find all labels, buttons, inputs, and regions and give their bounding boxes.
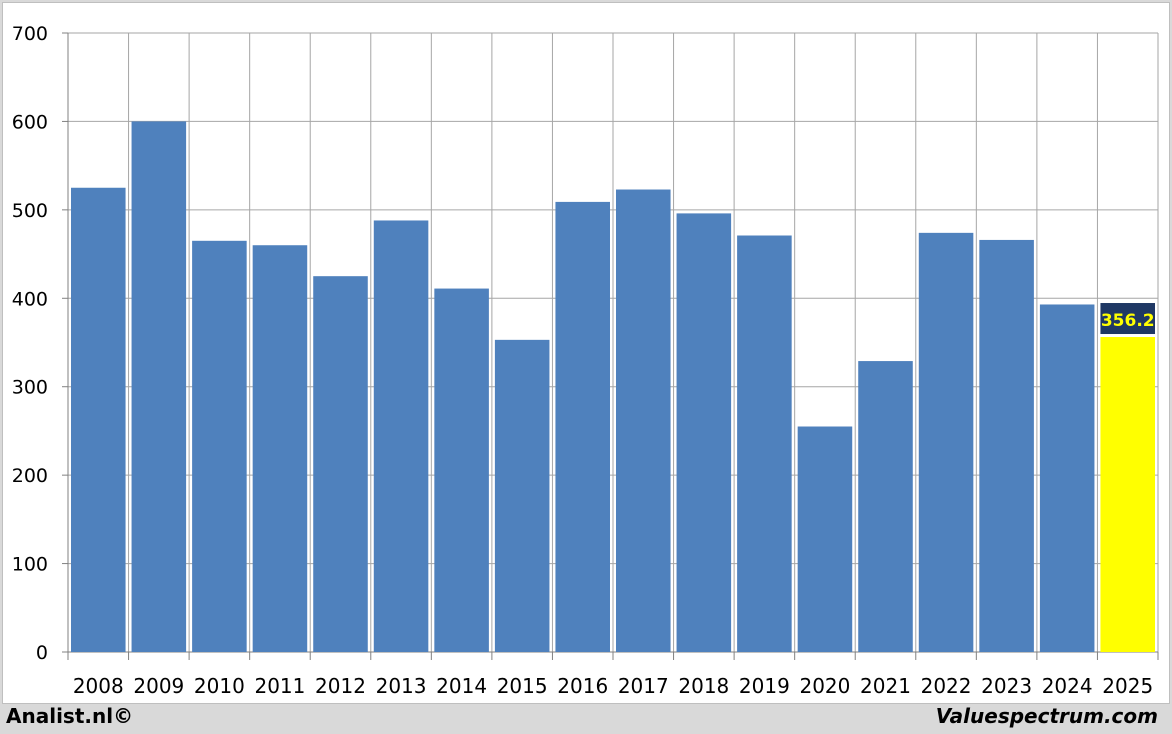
bar-2021 <box>858 361 913 652</box>
x-tick-label: 2017 <box>618 674 669 698</box>
x-tick-label: 2016 <box>557 674 608 698</box>
x-tick-label: 2020 <box>799 674 850 698</box>
y-tick-label: 700 <box>12 23 48 45</box>
x-tick-label: 2023 <box>981 674 1032 698</box>
x-tick-label: 2012 <box>315 674 366 698</box>
x-tick-label: 2008 <box>73 674 124 698</box>
bar-2012 <box>313 276 368 652</box>
bar-2008 <box>71 187 126 652</box>
bar-2014 <box>434 288 489 652</box>
y-tick-label: 600 <box>12 111 48 133</box>
x-tick-label: 2009 <box>133 674 184 698</box>
x-tick-label: 2011 <box>254 674 305 698</box>
y-tick-label: 100 <box>12 554 48 576</box>
y-tick-label: 300 <box>12 377 48 399</box>
x-tick-label: 2014 <box>436 674 487 698</box>
bar-2011 <box>252 245 308 652</box>
x-tick-label: 2022 <box>921 674 972 698</box>
bar-2024 <box>1039 304 1095 652</box>
y-tick-label: 200 <box>12 465 48 487</box>
x-tick-label: 2019 <box>739 674 790 698</box>
bar-2022 <box>918 232 974 652</box>
y-tick-label: 0 <box>36 642 48 664</box>
x-tick-label: 2025 <box>1102 674 1153 698</box>
bar-2023 <box>979 239 1034 652</box>
x-tick-label: 2024 <box>1042 674 1093 698</box>
bar-2009 <box>131 121 187 652</box>
chart-frame: 0 100 200 300 400 500 600 700 2008 2009 2010 2011 20… <box>2 2 1170 704</box>
bar-2015 <box>494 339 550 652</box>
x-tick-label: 2021 <box>860 674 911 698</box>
x-tick-label: 2013 <box>376 674 427 698</box>
x-tick-label: 2010 <box>194 674 245 698</box>
x-tick-label: 2015 <box>497 674 548 698</box>
x-tick-label: 2018 <box>678 674 729 698</box>
bar-2020 <box>797 426 853 652</box>
bar-2019 <box>737 235 792 652</box>
bar-2010 <box>192 240 247 653</box>
bar-2013 <box>373 220 429 652</box>
highlight-value-badge <box>1100 303 1155 335</box>
bar-2017 <box>616 189 671 653</box>
y-tick-label: 400 <box>12 288 48 310</box>
footer-source-label: Analist.nl© <box>6 704 134 728</box>
bar-highlight-2025 <box>1100 337 1155 652</box>
y-tick-label: 500 <box>12 200 48 222</box>
footer-site-label: Valuespectrum.com <box>935 704 1158 728</box>
highlight-value-label: 356.2 <box>1101 311 1155 331</box>
bar-2018 <box>676 213 732 652</box>
bar-chart: 0 100 200 300 400 500 600 700 2008 2009 2010 2011 20… <box>12 23 1159 698</box>
bar-2016 <box>555 201 610 653</box>
